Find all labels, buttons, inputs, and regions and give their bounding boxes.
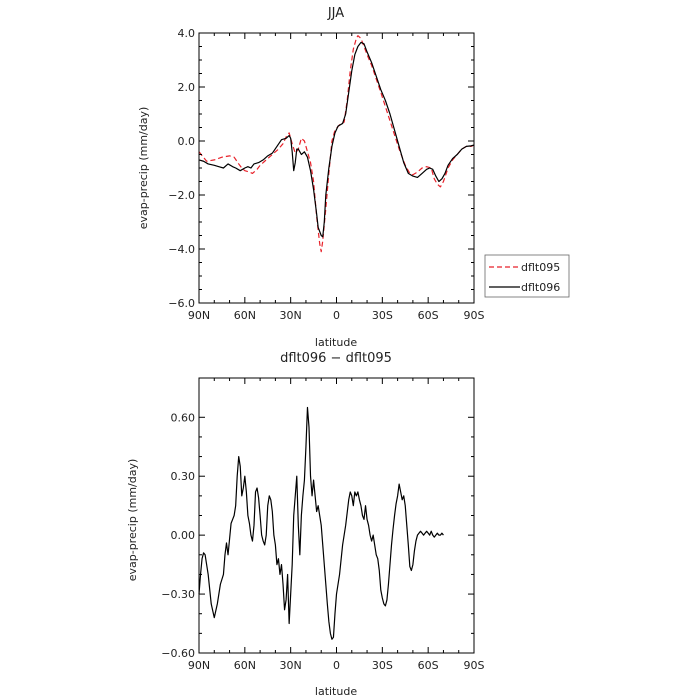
top-x-tick-label: 0 bbox=[333, 309, 340, 322]
top-plot-frame bbox=[198, 32, 475, 304]
top-y-tick-label: 4.0 bbox=[178, 27, 196, 40]
legend-label-dflt095: dflt095 bbox=[521, 261, 560, 274]
top-y-tick-label: −2.0 bbox=[168, 189, 195, 202]
legend-box bbox=[484, 254, 570, 298]
top-x-tick-label: 90N bbox=[188, 309, 210, 322]
top-y-tick-label: 2.0 bbox=[178, 81, 196, 94]
bottom-y-tick-label: 0.00 bbox=[171, 529, 196, 542]
top-x-tick-label: 60N bbox=[234, 309, 256, 322]
bottom-x-tick-label: 30N bbox=[280, 659, 302, 672]
bottom-y-axis-label: evap-precip (mm/day) bbox=[126, 459, 139, 582]
top-x-axis-label: latitude bbox=[315, 336, 357, 349]
top-series-line-dflt096 bbox=[198, 41, 475, 238]
top-x-tick-label: 30S bbox=[372, 309, 393, 322]
top-x-tick-label: 30N bbox=[280, 309, 302, 322]
bottom-plot-frame bbox=[198, 377, 475, 654]
bottom-panel: dflt096 − dflt095 90N 60N 30N 0 30S 60S 90S −0.… bbox=[126, 351, 485, 698]
bottom-x-axis-label: latitude bbox=[315, 685, 357, 698]
bottom-x-tick-label: 60S bbox=[418, 659, 439, 672]
bottom-y-tick-label: 0.60 bbox=[171, 411, 196, 424]
top-y-axis-label: evap-precip (mm/day) bbox=[137, 107, 150, 230]
bottom-x-tick-label: 60N bbox=[234, 659, 256, 672]
top-x-tick-label: 90S bbox=[464, 309, 485, 322]
bottom-y-tick-label: −0.60 bbox=[161, 647, 195, 660]
bottom-chart-title: dflt096 − dflt095 bbox=[280, 351, 392, 366]
top-x-tick-label: 60S bbox=[418, 309, 439, 322]
bottom-y-tick-label: 0.30 bbox=[171, 470, 196, 483]
legend-label-dflt096: dflt096 bbox=[521, 281, 560, 294]
bottom-series-line-series-0 bbox=[198, 406, 444, 640]
top-y-tick-label: −4.0 bbox=[168, 243, 195, 256]
bottom-x-tick-label: 90S bbox=[464, 659, 485, 672]
top-y-tick-label: 0.0 bbox=[178, 135, 196, 148]
top-panel: JJA 90N 60N 30N 0 30S 60S 90S −6.0 −4.0 −2.0 0.0 2.… bbox=[137, 6, 485, 349]
legend: dflt095 dflt096 bbox=[484, 254, 570, 298]
top-series-line-dflt095 bbox=[198, 35, 475, 253]
bottom-x-tick-label: 0 bbox=[333, 659, 340, 672]
bottom-x-tick-label: 30S bbox=[372, 659, 393, 672]
top-y-tick-label: −6.0 bbox=[168, 297, 195, 310]
top-chart-title: JJA bbox=[327, 6, 344, 21]
bottom-y-tick-label: −0.30 bbox=[161, 588, 195, 601]
bottom-x-tick-label: 90N bbox=[188, 659, 210, 672]
